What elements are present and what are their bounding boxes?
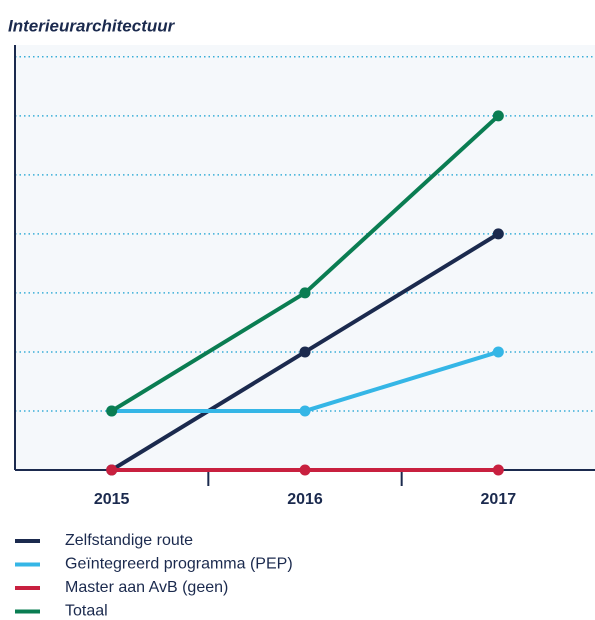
data-point — [299, 287, 311, 299]
data-point — [299, 346, 311, 358]
data-point — [106, 405, 118, 417]
data-point — [492, 346, 504, 358]
data-point — [492, 464, 504, 476]
x-tick-label: 2015 — [94, 491, 130, 508]
chart-title: Interieurarchitectuur — [8, 16, 176, 35]
legend-label: Zelfstandige route — [65, 532, 193, 549]
x-tick-label: 2017 — [481, 491, 517, 508]
data-point — [492, 228, 504, 240]
legend-label: Master aan AvB (geen) — [65, 579, 228, 596]
data-point — [106, 464, 118, 476]
legend-label: Totaal — [65, 603, 108, 620]
data-point — [299, 464, 311, 476]
data-point — [492, 110, 504, 122]
x-tick-label: 2016 — [287, 491, 323, 508]
legend-label: Geïntegreerd programma (PEP) — [65, 556, 293, 573]
data-point — [299, 405, 311, 417]
